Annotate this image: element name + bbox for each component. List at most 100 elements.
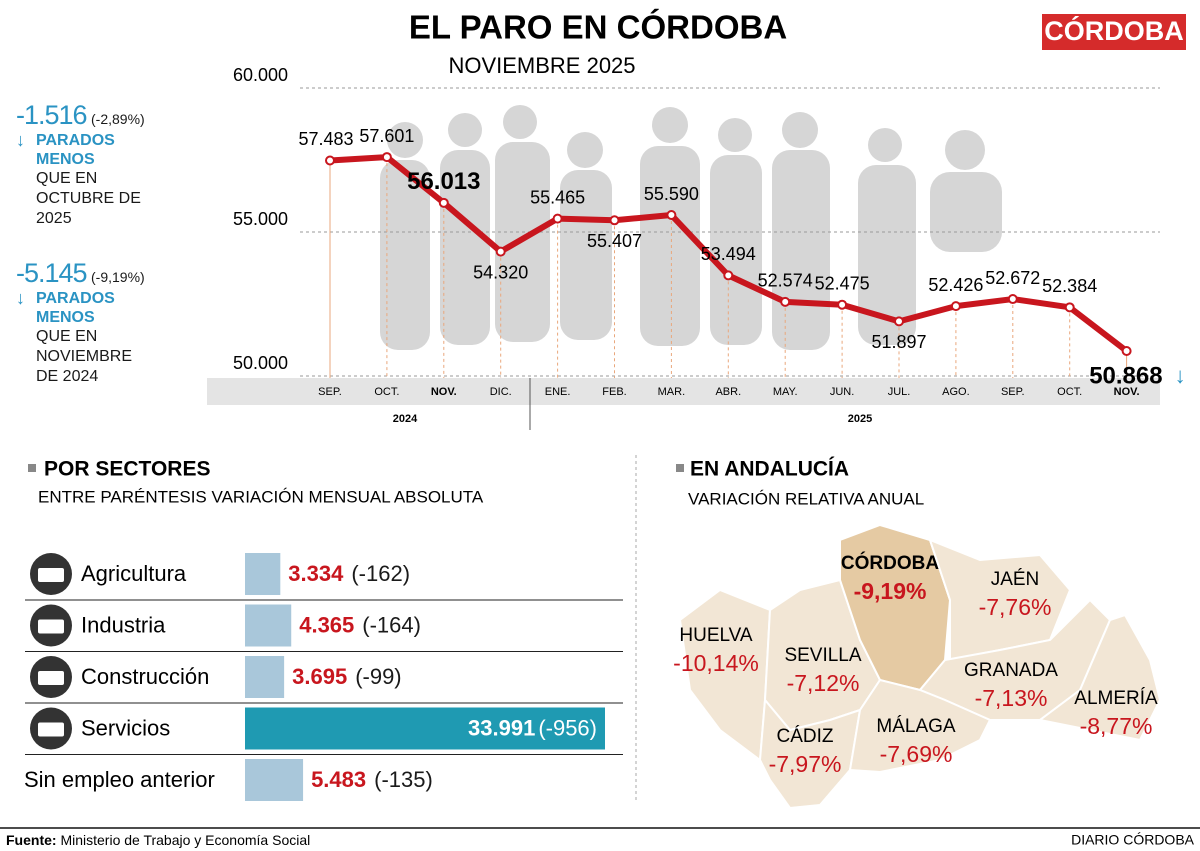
section-subtitle: ENTRE PARÉNTESIS VARIACIÓN MENSUAL ABSOL…: [38, 487, 484, 506]
sector-icon-glyph: [38, 722, 64, 737]
data-point: [552, 213, 563, 224]
footer-credit: DIARIO CÓRDOBA: [1071, 832, 1195, 848]
summary-value: -1.516: [16, 100, 88, 130]
summary-label: PARADOS MENOS: [16, 131, 146, 169]
data-point: [438, 197, 449, 208]
value-label: 4.365: [299, 612, 354, 637]
bar: [245, 759, 304, 801]
change-label: (-162): [351, 561, 410, 586]
data-point: [780, 296, 791, 307]
province-value: -10,14%: [673, 650, 759, 676]
province: [758, 697, 862, 810]
summary-detail: QUE EN OCTUBRE DE 2025: [36, 170, 141, 227]
group-label: 2025: [848, 413, 872, 425]
value-label: 5.483: [311, 767, 366, 792]
source-label: Fuente:: [6, 832, 57, 848]
value-label: 3.334: [288, 561, 344, 586]
footer-source: Fuente: Ministerio de Trabajo y Economía…: [6, 832, 310, 848]
section-title: POR SECTORES: [44, 458, 210, 481]
value-label: 52.384: [1042, 276, 1097, 296]
bar-label: 3.334 (-162): [288, 561, 410, 586]
x-tick-label: ENE.: [545, 386, 571, 398]
line-chart: 50.000 55.000 60.000 SEP. OCT. NOV. DIC. ENE. FE…: [233, 65, 1186, 425]
logo-box: [1042, 14, 1186, 50]
section-subtitle: VARIACIÓN RELATIVA ANUAL: [688, 489, 924, 508]
x-tick-label: FEB.: [602, 386, 626, 398]
x-tick-label: JUL.: [888, 386, 911, 398]
sector-icon-glyph: [38, 671, 64, 685]
province-name: ALMERÍA: [1074, 688, 1158, 709]
x-tick-label: ABR.: [715, 386, 741, 398]
value-label: 53.494: [701, 244, 756, 264]
section-marker: [676, 464, 684, 472]
category-label: Construcción: [81, 664, 209, 689]
silhouettes: [380, 105, 1002, 350]
change-label: (-99): [355, 664, 401, 689]
change-label: (-164): [362, 612, 421, 637]
value-label: 51.897: [871, 332, 926, 352]
page-title: EL PARO EN CÓRDOBA: [409, 9, 787, 46]
sector-icon-glyph: [38, 619, 64, 634]
x-tick-label: SEP.: [318, 386, 342, 398]
data-point: [666, 210, 677, 221]
value-label: 52.475: [815, 273, 870, 293]
value-label: 56.013: [407, 168, 480, 195]
province-name: MÁLAGA: [876, 716, 956, 737]
value-label: 52.426: [928, 275, 983, 295]
province-name: CÓRDOBA: [841, 552, 939, 574]
section-marker: [28, 464, 36, 472]
value-label: 55.590: [644, 184, 699, 204]
data-point: [1064, 302, 1075, 313]
province-name: JAÉN: [991, 569, 1040, 590]
province-value: -7,13%: [975, 685, 1048, 711]
province-value: -7,12%: [787, 670, 860, 696]
province-value: -7,76%: [979, 594, 1052, 620]
x-tick-label: AGO.: [942, 386, 970, 398]
data-point: [381, 152, 392, 163]
data-point: [894, 316, 904, 327]
data-point: [325, 155, 335, 166]
value-label: 54.320: [473, 262, 528, 282]
down-arrow: ↓: [1175, 363, 1186, 388]
x-tick-label: MAY.: [773, 386, 798, 398]
bar-label: 5.483 (-135): [311, 767, 433, 792]
data-point: [495, 246, 506, 257]
data-point: [723, 270, 734, 281]
section-title: EN ANDALUCÍA: [690, 458, 849, 481]
summary-detail: QUE EN NOVIEMBRE DE 2024: [36, 328, 133, 385]
x-tick-label: DIC.: [490, 386, 512, 398]
province-name: HUELVA: [679, 625, 753, 646]
bar: [245, 604, 292, 647]
x-axis-band: [207, 378, 1160, 405]
summary-label: PARADOS MENOS: [16, 289, 146, 327]
value-label: 57.483: [298, 129, 353, 149]
category-label: Sin empleo anterior: [24, 767, 215, 792]
province: [1037, 613, 1162, 742]
group-label: 2024: [393, 413, 418, 425]
data-point: [609, 215, 620, 226]
bar-chart: Agricultura 3.334 (-162) Industria 4.365 (-16…: [24, 553, 623, 801]
page-subtitle: NOVIEMBRE 2025: [448, 53, 635, 78]
x-tick-label: NOV.: [431, 386, 457, 398]
y-tick-label: 60.000: [233, 65, 288, 85]
sector-icon-glyph: [38, 568, 64, 582]
andalucia-map: HUELVA -10,14% SEVILLA -7,12% CÓRDOBA -9,19% J…: [673, 523, 1162, 810]
value-label: 57.601: [359, 126, 414, 146]
province-name: SEVILLA: [784, 645, 861, 666]
x-tick-label: SEP.: [1001, 386, 1025, 398]
value-label: 52.574: [758, 271, 813, 291]
y-tick-label: 55.000: [233, 209, 288, 229]
province-name: GRANADA: [964, 660, 1058, 681]
bar: [245, 553, 281, 595]
province-value: -8,77%: [1080, 713, 1153, 739]
x-tick-label: OCT.: [1057, 386, 1082, 398]
summary-value: -5.145: [16, 258, 88, 288]
province-value: -7,97%: [769, 751, 842, 777]
data-point: [950, 301, 961, 312]
summary-percent: (-9,19%): [91, 269, 145, 285]
value-label: 3.695: [292, 664, 347, 689]
bar-label: 3.695 (-99): [292, 664, 402, 689]
value-label: 55.465: [530, 187, 585, 207]
